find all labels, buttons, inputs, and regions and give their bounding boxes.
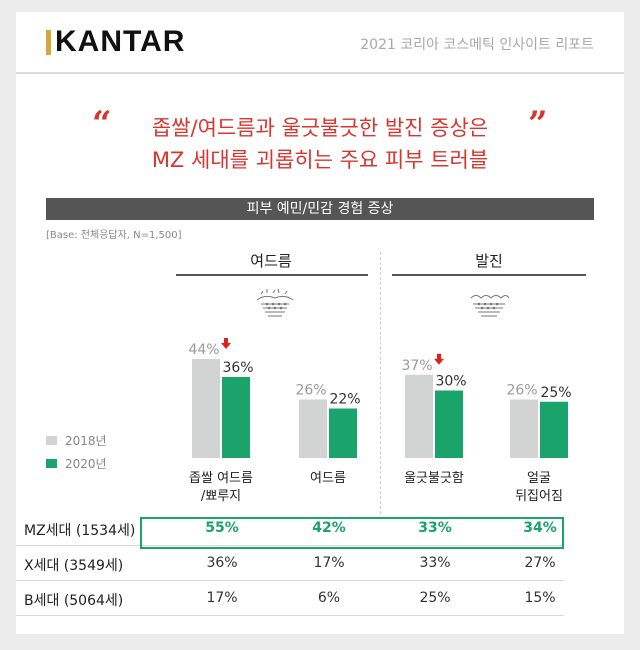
headline-line-2: MZ 세대를 괴롭히는 주요 피부 트러블 <box>151 148 489 172</box>
table-cell: 6% <box>317 590 341 606</box>
bar-2020-0 <box>222 377 250 458</box>
bar-2020-2 <box>435 390 463 458</box>
category-label-face-flare-line-1: 얼굴 <box>527 471 551 486</box>
legend-item-2018: 2018년 <box>46 432 107 449</box>
rash-skin-icon <box>470 295 510 317</box>
table-cell: 17% <box>206 590 238 606</box>
table-cell: 36% <box>206 555 238 571</box>
legend-label-2020: 2020년 <box>65 457 107 471</box>
bar-2018-1 <box>299 399 327 458</box>
data-label-2018-0: 44% <box>188 342 219 358</box>
table-cell: 34% <box>523 520 557 536</box>
category-label-small-acne-line-1: 좁쌀 여드름 <box>189 471 253 486</box>
group-label-acne: 여드름 <box>250 252 292 270</box>
category-label-acne: 여드름 <box>278 470 378 488</box>
legend-swatch-2018 <box>46 436 57 445</box>
data-label-2020-2: 30% <box>435 374 466 390</box>
bar-2018-3 <box>510 399 538 458</box>
mz-highlight-box <box>140 517 564 549</box>
group-label-rash: 발진 <box>475 252 503 270</box>
chart-title: 피부 예민/민감 경험 증상 <box>46 198 594 220</box>
close-quote-icon: ” <box>528 104 548 144</box>
report-title: 2021 코리아 코스메틱 인사이트 리포트 <box>360 37 594 53</box>
table-cell: 33% <box>419 555 451 571</box>
group-underline-acne <box>176 274 368 276</box>
table-cell: 55% <box>205 520 239 536</box>
decrease-arrow-icon <box>221 338 231 349</box>
table-cell: 17% <box>313 555 345 571</box>
category-label-face-flare-line-2: 뒤집어짐 <box>515 489 563 504</box>
logo-bar-icon <box>46 29 51 55</box>
acne-skin-icon <box>256 288 294 317</box>
bar-2018-0 <box>192 359 220 458</box>
report-card: KANTAR 2021 코리아 코스메틱 인사이트 리포트 “ ” 좁쌀/여드름… <box>16 12 624 634</box>
generation-label: MZ세대 (1534세) <box>24 523 136 539</box>
category-label-face-flare: 얼굴 뒤집어짐 <box>489 470 589 506</box>
legend-label-2018: 2018년 <box>65 434 107 448</box>
table-cell: 42% <box>312 520 346 536</box>
group-underline-rash <box>392 274 586 276</box>
data-label-2020-0: 36% <box>222 360 253 376</box>
table-cell: 25% <box>419 590 451 606</box>
bar-2020-1 <box>329 408 357 458</box>
bar-chart: 44%36%26%22%37%30%26% 25% <box>188 338 572 458</box>
table-cell: 27% <box>524 555 556 571</box>
category-label-small-acne: 좁쌀 여드름 /뾰루지 <box>171 470 271 506</box>
data-label-2020-1: 22% <box>329 392 360 408</box>
logo-text: KANTAR <box>55 25 186 58</box>
data-label-2018-3: 26% <box>506 383 537 399</box>
data-label-2018-1: 26% <box>295 383 326 399</box>
table-row-x: X세대 (3549세) 36% 17% 33% 27% <box>16 547 564 581</box>
table-cell: 33% <box>418 520 452 536</box>
legend-item-2020: 2020년 <box>46 455 107 472</box>
open-quote-icon: “ <box>92 104 112 144</box>
data-label-2020-3: 25% <box>540 385 571 401</box>
bar-2018-2 <box>405 374 433 458</box>
table-row-mz: MZ세대 (1534세) 55% 42% 33% 34% <box>16 512 564 546</box>
kantar-logo: KANTAR <box>46 26 185 58</box>
decrease-arrow-icon <box>434 353 444 365</box>
headline: 좁쌀/여드름과 울긋불긋한 발진 증상은 MZ 세대를 괴롭히는 주요 피부 트… <box>16 112 624 176</box>
table-cell: 15% <box>524 590 556 606</box>
table-row-b: B세대 (5064세) 17% 6% 25% 15% <box>16 582 564 616</box>
legend-swatch-2020 <box>46 459 57 468</box>
category-label-redness: 울긋불긋함 <box>384 470 484 488</box>
data-label-2018-2: 37% <box>401 358 432 374</box>
category-label-redness-line-1: 울긋불긋함 <box>404 471 464 486</box>
generation-label: B세대 (5064세) <box>24 593 124 609</box>
category-label-small-acne-line-2: /뾰루지 <box>200 489 242 504</box>
headline-line-1: 좁쌀/여드름과 울긋불긋한 발진 증상은 <box>151 116 489 140</box>
bar-2020-3 <box>540 401 568 458</box>
base-note: [Base: 전체응답자, N=1,500] <box>46 230 182 241</box>
group-divider <box>380 252 381 514</box>
category-label-acne-line-1: 여드름 <box>310 471 346 486</box>
generation-label: X세대 (3549세) <box>24 558 124 574</box>
report-header: KANTAR 2021 코리아 코스메틱 인사이트 리포트 <box>16 12 624 74</box>
